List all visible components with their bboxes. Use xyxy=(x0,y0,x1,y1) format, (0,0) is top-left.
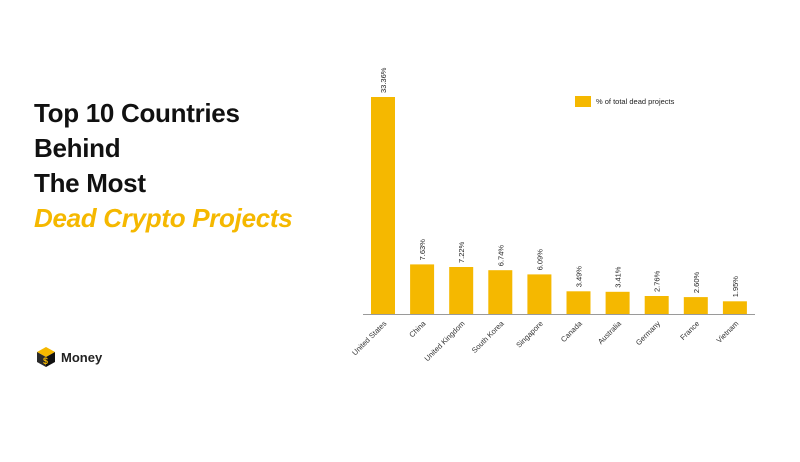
headline-line-3: The Most xyxy=(34,168,146,198)
brand-logo: $ Money xyxy=(34,345,102,369)
legend-swatch xyxy=(575,96,591,107)
legend-label: % of total dead projects xyxy=(596,97,675,106)
cube-logo-icon: $ xyxy=(37,347,55,367)
bar xyxy=(566,291,591,314)
chart-legend: % of total dead projects xyxy=(575,96,675,107)
x-tick-label: Australia xyxy=(596,318,624,346)
data-label: 3.41% xyxy=(614,266,623,288)
x-tick-label: China xyxy=(407,318,428,339)
x-tick-label: Vietnam xyxy=(715,319,741,345)
data-label: 6.74% xyxy=(496,245,505,267)
data-label: 33.36% xyxy=(379,67,388,93)
bar xyxy=(410,264,435,314)
bars-layer xyxy=(371,97,747,314)
headline: Top 10 Countries Behind The Most Dead Cr… xyxy=(34,96,293,236)
data-label: 2.60% xyxy=(692,272,701,294)
bar xyxy=(605,291,630,314)
headline-line-1: Top 10 Countries xyxy=(34,98,240,128)
x-tick-label: Canada xyxy=(559,318,585,344)
x-tick-label: Germany xyxy=(634,319,662,347)
svg-text:$: $ xyxy=(43,356,48,366)
data-label: 2.76% xyxy=(653,270,662,292)
headline-line-2: Behind xyxy=(34,133,121,163)
x-tick-label: Singapore xyxy=(514,319,545,350)
bar xyxy=(488,270,513,314)
x-tick-label: United States xyxy=(350,319,388,357)
bar xyxy=(722,301,747,314)
bar xyxy=(644,296,669,314)
headline-line-4: Dead Crypto Projects xyxy=(34,203,293,233)
data-label: 7.22% xyxy=(457,241,466,263)
bar xyxy=(371,97,395,314)
bar xyxy=(449,267,474,314)
x-tick-label: South Korea xyxy=(470,318,506,354)
data-label: 6.09% xyxy=(535,249,544,271)
data-label: 7.63% xyxy=(418,239,427,261)
x-tick-label: France xyxy=(678,319,701,342)
bar xyxy=(527,274,552,314)
brand-name: Money xyxy=(61,349,103,365)
data-label: 1.95% xyxy=(731,276,740,298)
x-tick-label: United Kingdom xyxy=(423,319,467,363)
data-label: 3.49% xyxy=(575,266,584,288)
labels-layer: 33.36% United States 7.63% China 7.22% United… xyxy=(350,67,740,363)
bar xyxy=(683,297,708,314)
